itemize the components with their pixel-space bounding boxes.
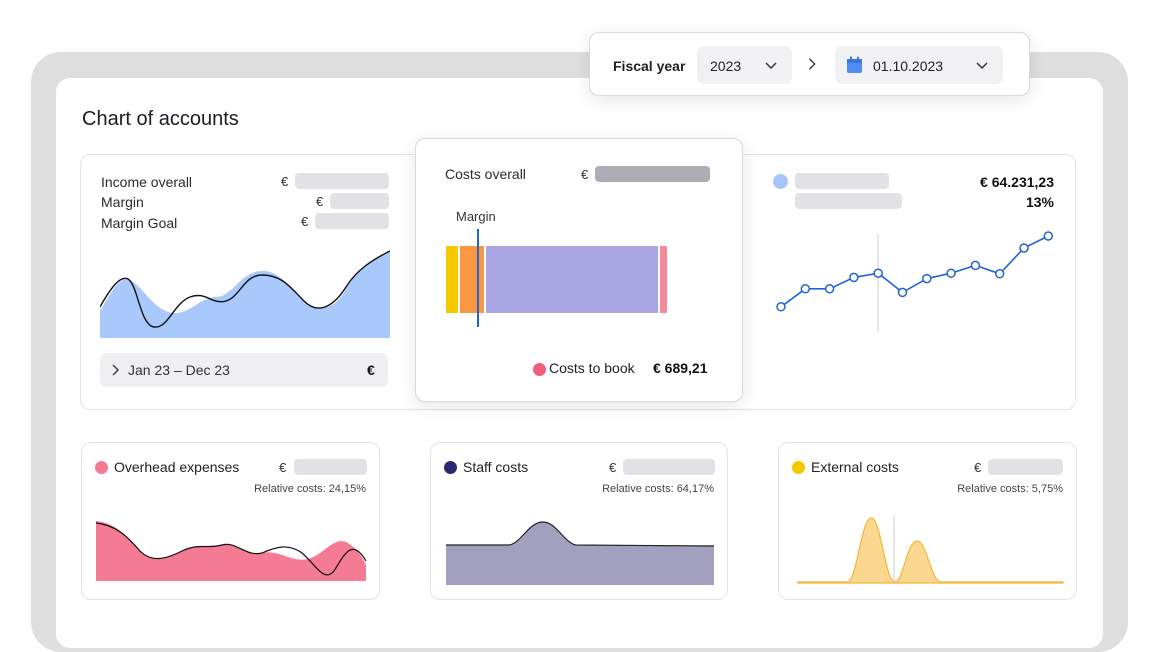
overhead-dot: [95, 461, 108, 474]
cost-segment-0: [446, 246, 458, 313]
fiscal-date-select[interactable]: 01.10.2023: [835, 46, 1003, 84]
margin-goal-label: Margin Goal: [101, 215, 178, 231]
fiscal-date-value: 01.10.2023: [873, 58, 944, 74]
costs-overall-title: Costs overall: [445, 166, 526, 182]
margin-value-placeholder: [330, 193, 389, 209]
external-costs-card[interactable]: External costs € Relative costs: 5,75%: [778, 442, 1077, 600]
trend-point[interactable]: [824, 284, 835, 294]
staff-costs-card[interactable]: Staff costs € Relative costs: 64,17%: [430, 442, 728, 600]
cost-segment-3: [659, 246, 667, 313]
cost-segment-2: [486, 246, 658, 313]
external-costs-currency: €: [974, 460, 982, 475]
trend-point[interactable]: [849, 272, 859, 283]
chevron-right-icon: [112, 364, 120, 376]
chevron-down-icon: [976, 62, 988, 70]
trend-title-placeholder: [795, 173, 889, 189]
staff-costs-dot: [444, 461, 457, 474]
overhead-relative: Relative costs: 24,15%: [254, 483, 366, 495]
period-text: Jan 23 – Dec 23: [128, 362, 230, 378]
trend-point[interactable]: [922, 273, 932, 284]
overhead-value-placeholder: [294, 459, 367, 475]
external-costs-relative: Relative costs: 5,75%: [957, 483, 1063, 495]
period-selector[interactable]: Jan 23 – Dec 23 €: [100, 353, 388, 387]
fiscal-year-select[interactable]: 2023: [697, 46, 792, 84]
staff-costs-area: [446, 521, 714, 585]
income-overall-currency: €: [281, 174, 289, 189]
trend-amount: € 64.231,23: [980, 174, 1054, 190]
staff-costs-value-placeholder: [623, 459, 715, 475]
staff-costs-area-chart: [446, 521, 715, 585]
external-costs-area: [797, 517, 1064, 584]
trend-subtitle-placeholder: [795, 193, 902, 209]
overhead-comparison-line: [96, 522, 367, 576]
margin-label: Margin: [101, 194, 144, 210]
staff-costs-relative: Relative costs: 64,17%: [602, 483, 714, 495]
income-overall-value-placeholder: [295, 173, 389, 189]
margin-goal-value-placeholder: [315, 213, 389, 229]
chevron-down-icon: [765, 62, 777, 70]
overhead-expenses-card[interactable]: Overhead expenses € Relative costs: 24,1…: [81, 442, 380, 600]
staff-costs-title: Staff costs: [463, 459, 529, 475]
trend-point[interactable]: [946, 268, 956, 278]
fiscal-year-label: Fiscal year: [613, 58, 686, 74]
costs-overall-card: Costs overall € Margin Costs to book € 6…: [415, 138, 743, 402]
costs-to-book-dot: [533, 363, 546, 376]
external-costs-area-chart: [797, 515, 1064, 584]
costs-to-book-label: Costs to book: [549, 360, 635, 376]
trend-point[interactable]: [800, 284, 811, 294]
overhead-area: [96, 521, 366, 581]
costs-overall-value-placeholder: [595, 166, 710, 182]
trend-point[interactable]: [873, 268, 883, 278]
trend-point[interactable]: [776, 302, 786, 312]
overhead-title: Overhead expenses: [114, 459, 240, 475]
page-title: Chart of accounts: [82, 108, 239, 130]
trend-line: [780, 235, 1049, 308]
trend-point[interactable]: [897, 287, 908, 298]
margin-marker-line: [477, 229, 480, 327]
cost-stacked-bar: [446, 246, 709, 313]
trend-point[interactable]: [1043, 231, 1054, 241]
overhead-currency: €: [279, 460, 287, 475]
costs-to-book-value: € 689,21: [653, 360, 708, 376]
trend-legend-dot: [773, 174, 788, 189]
period-currency: €: [367, 362, 375, 378]
trend-percent: 13%: [1025, 194, 1054, 210]
margin-marker-label: Margin: [456, 209, 496, 224]
fiscal-year-bar: Fiscal year 2023 01.10.2023: [589, 32, 1030, 96]
external-costs-dot: [792, 461, 805, 474]
external-costs-value-placeholder: [988, 459, 1063, 475]
cost-segment-1: [459, 246, 485, 313]
trend-point[interactable]: [970, 260, 981, 271]
margin-goal-currency: €: [301, 214, 309, 229]
chevron-right-icon: [808, 58, 816, 70]
trend-point[interactable]: [1019, 243, 1029, 253]
trend-line-chart: [776, 231, 1054, 332]
income-area-chart: [100, 250, 390, 338]
external-costs-title: External costs: [811, 459, 899, 475]
staff-costs-currency: €: [609, 460, 617, 475]
income-area: [100, 251, 390, 338]
calendar-icon: [847, 56, 862, 73]
staff-costs-line: [446, 521, 715, 547]
income-overall-label: Income overall: [101, 174, 193, 190]
fiscal-year-value: 2023: [710, 58, 742, 74]
trend-point[interactable]: [994, 269, 1005, 279]
overhead-area-chart: [96, 521, 367, 581]
margin-line: [100, 250, 390, 328]
margin-currency: €: [316, 194, 324, 209]
costs-overall-currency: €: [581, 167, 589, 182]
